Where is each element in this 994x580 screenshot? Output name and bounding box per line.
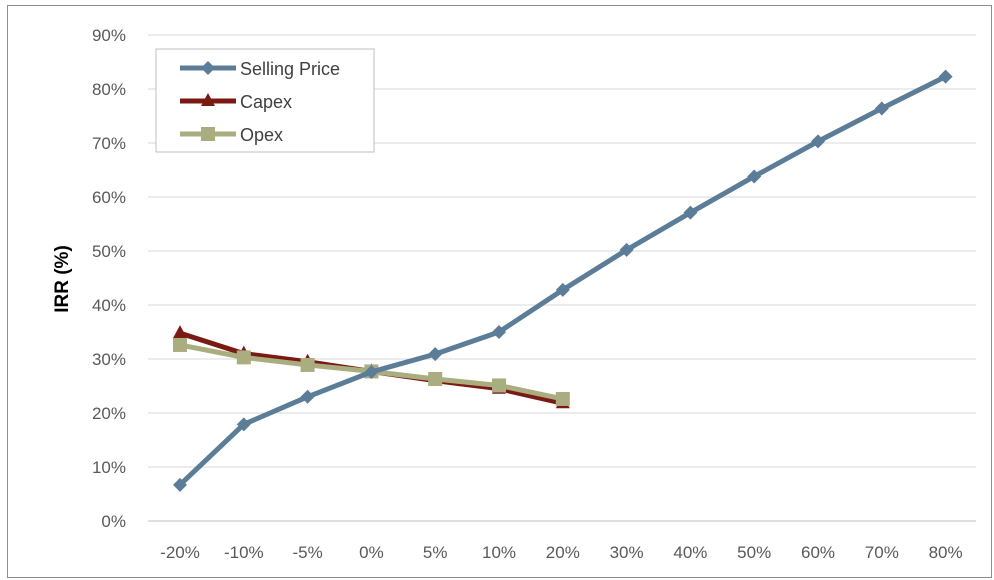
square-marker — [492, 378, 506, 393]
square-marker — [236, 350, 251, 365]
diamond-marker — [236, 417, 251, 432]
x-tick-label: 30% — [610, 543, 644, 562]
x-tick-label: 40% — [673, 543, 707, 562]
diamond-marker — [364, 364, 379, 379]
triangle-marker — [173, 325, 187, 339]
legend-label: Selling Price — [240, 59, 340, 79]
x-tick-label: 10% — [482, 543, 516, 562]
diamond-marker — [201, 61, 215, 75]
series-selling-price — [173, 69, 953, 492]
y-tick-label: 0% — [101, 512, 126, 531]
legend-label: Capex — [240, 92, 292, 112]
diamond-marker — [555, 282, 570, 297]
x-tick-label: -20% — [160, 543, 200, 562]
square-marker — [201, 127, 215, 141]
diamond-marker — [300, 389, 315, 404]
diamond-marker — [938, 69, 953, 84]
square-marker — [428, 371, 443, 386]
x-tick-label: 70% — [865, 543, 899, 562]
square-marker — [173, 337, 187, 352]
x-tick-label: 50% — [737, 543, 771, 562]
x-axis-ticks: -20% -10% -5% 0% 5% 10% 20% 30% 40% 50% 60% 70% 80% — [160, 543, 962, 562]
x-tick-label: 0% — [359, 543, 384, 562]
legend-items: Selling Price Capex Opex — [180, 59, 340, 145]
y-tick-label: 40% — [92, 296, 126, 315]
y-axis-label: IRR (%) — [52, 245, 73, 313]
legend-label: Opex — [240, 125, 283, 145]
x-tick-label: 80% — [929, 543, 963, 562]
triangle-marker — [201, 93, 215, 106]
y-tick-label: 60% — [92, 188, 126, 207]
y-axis-ticks: 0% 10% 20% 30% 40% 50% 60% 70% 80% 90% — [92, 26, 126, 531]
diamond-marker — [428, 347, 443, 362]
series — [173, 69, 953, 492]
diamond-marker — [747, 169, 762, 184]
x-tick-label: -10% — [224, 543, 264, 562]
x-tick-label: 60% — [801, 543, 835, 562]
legend-item[interactable]: Capex — [180, 92, 292, 112]
x-tick-label: 20% — [546, 543, 580, 562]
square-marker — [300, 357, 315, 372]
diamond-marker — [811, 134, 825, 149]
x-tick-label: -5% — [292, 543, 322, 562]
diamond-marker — [492, 325, 506, 339]
y-tick-label: 90% — [92, 26, 126, 45]
y-tick-label: 10% — [92, 458, 126, 477]
y-tick-label: 70% — [92, 134, 126, 153]
legend-item[interactable]: Selling Price — [180, 59, 340, 79]
x-tick-label: 5% — [423, 543, 448, 562]
y-tick-label: 80% — [92, 80, 126, 99]
square-marker — [555, 391, 570, 406]
y-tick-label: 30% — [92, 350, 126, 369]
diamond-marker — [619, 242, 634, 257]
legend-item[interactable]: Opex — [180, 125, 283, 145]
diamond-marker — [874, 101, 889, 116]
diamond-marker — [173, 477, 187, 492]
legend[interactable]: Selling Price Capex Opex — [155, 48, 375, 153]
diamond-marker — [683, 205, 698, 220]
y-tick-label: 20% — [92, 404, 126, 423]
y-tick-label: 50% — [92, 242, 126, 261]
